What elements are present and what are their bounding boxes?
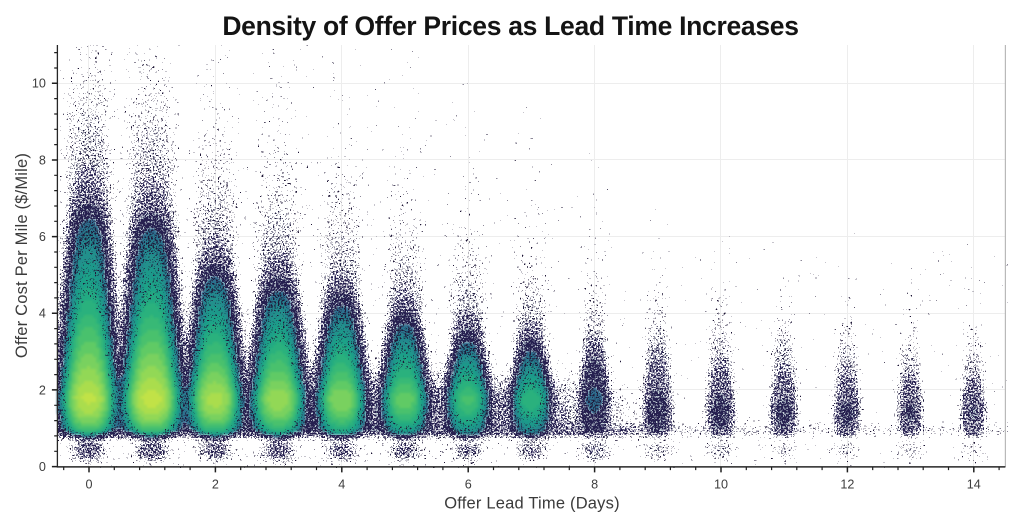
- svg-text:4: 4: [39, 307, 46, 321]
- svg-text:6: 6: [465, 478, 472, 492]
- svg-text:6: 6: [39, 230, 46, 244]
- svg-text:8: 8: [39, 153, 46, 167]
- svg-text:2: 2: [212, 478, 219, 492]
- svg-text:14: 14: [967, 478, 981, 492]
- svg-text:0: 0: [39, 460, 46, 474]
- svg-text:Offer Cost Per Mile ($/Mile): Offer Cost Per Mile ($/Mile): [13, 153, 31, 358]
- svg-text:12: 12: [840, 478, 854, 492]
- svg-text:8: 8: [591, 478, 598, 492]
- svg-text:2: 2: [39, 383, 46, 397]
- svg-text:Density of Offer Prices as Lea: Density of Offer Prices as Lead Time Inc…: [222, 11, 798, 41]
- svg-text:4: 4: [338, 478, 345, 492]
- svg-text:0: 0: [85, 478, 92, 492]
- svg-text:10: 10: [32, 77, 46, 91]
- svg-text:Offer Lead Time (Days): Offer Lead Time (Days): [444, 495, 620, 513]
- svg-text:10: 10: [714, 478, 728, 492]
